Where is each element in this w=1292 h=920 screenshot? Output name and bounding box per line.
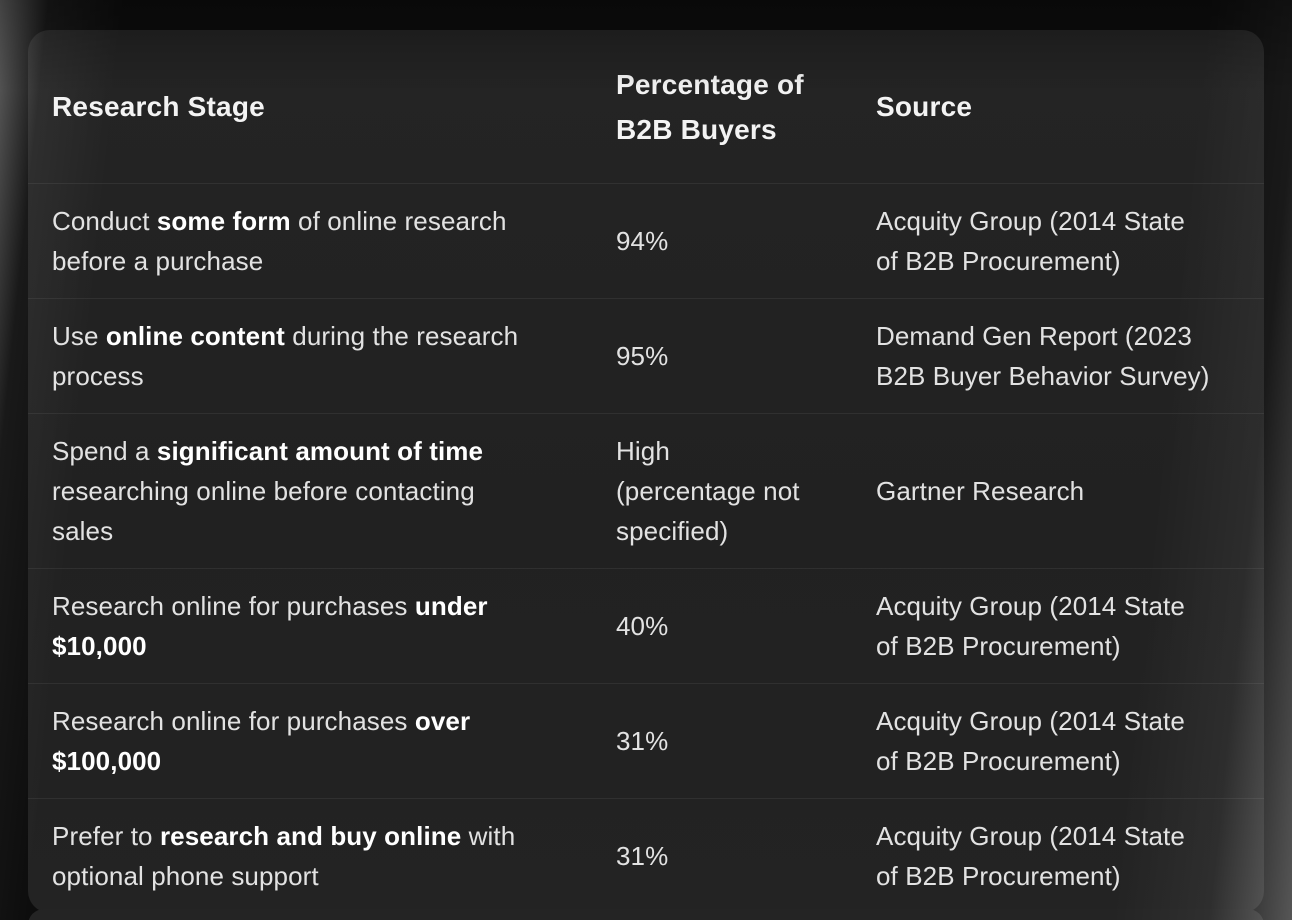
percentage-cell: High (percentage not specified) (616, 436, 800, 546)
stage-text-bold: significant amount of time (156, 436, 484, 466)
stage-text-bold: some form (156, 206, 291, 236)
table-row: Prefer to research and buy online with o… (28, 798, 1264, 913)
stage-text-bold: under $10,000 (52, 591, 488, 661)
research-stage-cell: Spend a significant amount of time resea… (52, 431, 587, 551)
stage-text-bold: over $100,000 (52, 706, 471, 776)
source-cell: Acquity Group (2014 State of B2B Procure… (876, 206, 1185, 276)
source-cell: Acquity Group (2014 State of B2B Procure… (876, 591, 1185, 661)
stage-text: researching online before contacting sal… (52, 476, 475, 546)
stage-text-bold: online content (105, 321, 285, 351)
table-row: Spend a significant amount of time resea… (28, 413, 1264, 568)
stage-text: Use (52, 321, 106, 351)
table-body: Conduct some form of online research bef… (28, 183, 1264, 913)
percentage-cell: 31% (616, 841, 669, 871)
percentage-cell: 94% (616, 226, 669, 256)
stage-text: Research online for purchases (52, 591, 415, 621)
percentage-cell: 95% (616, 341, 669, 371)
percentage-cell: 40% (616, 611, 669, 641)
table-row: Conduct some form of online research bef… (28, 183, 1264, 298)
next-card-top-edge (28, 909, 1264, 920)
percentage-cell: 31% (616, 726, 669, 756)
research-stage-cell: Prefer to research and buy online with o… (52, 816, 587, 896)
stage-text: Research online for purchases (52, 706, 415, 736)
source-cell: Gartner Research (876, 476, 1085, 506)
stage-text: of online research before a purchase (52, 206, 507, 276)
stage-text-bold: research and buy online (159, 821, 462, 851)
research-stage-cell: Research online for purchases under $10,… (52, 586, 587, 666)
research-stage-cell: Conduct some form of online research bef… (52, 201, 587, 281)
table-row: Research online for purchases over $100,… (28, 683, 1264, 798)
column-header-source: Source (876, 91, 973, 122)
stage-text: with optional phone support (52, 821, 516, 891)
stage-text: Spend a (52, 436, 157, 466)
research-stage-cell: Research online for purchases over $100,… (52, 701, 587, 781)
research-stage-cell: Use online content during the research p… (52, 316, 587, 396)
stage-text: Prefer to (52, 821, 160, 851)
stage-text: Conduct (52, 206, 157, 236)
source-cell: Acquity Group (2014 State of B2B Procure… (876, 821, 1185, 891)
column-header-percentage-b2b-buyers: Percentage of B2B Buyers (616, 68, 804, 145)
source-cell: Acquity Group (2014 State of B2B Procure… (876, 706, 1185, 776)
table-row: Use online content during the research p… (28, 298, 1264, 413)
source-cell: Demand Gen Report (2023 B2B Buyer Behavi… (876, 321, 1210, 391)
research-table-card: Research Stage Percentage of B2B Buyers … (28, 30, 1264, 913)
column-header-research-stage: Research Stage (52, 91, 265, 122)
table-row: Research online for purchases under $10,… (28, 568, 1264, 683)
table-header-row: Research Stage Percentage of B2B Buyers … (28, 30, 1264, 183)
stage-text: during the research process (52, 321, 519, 391)
